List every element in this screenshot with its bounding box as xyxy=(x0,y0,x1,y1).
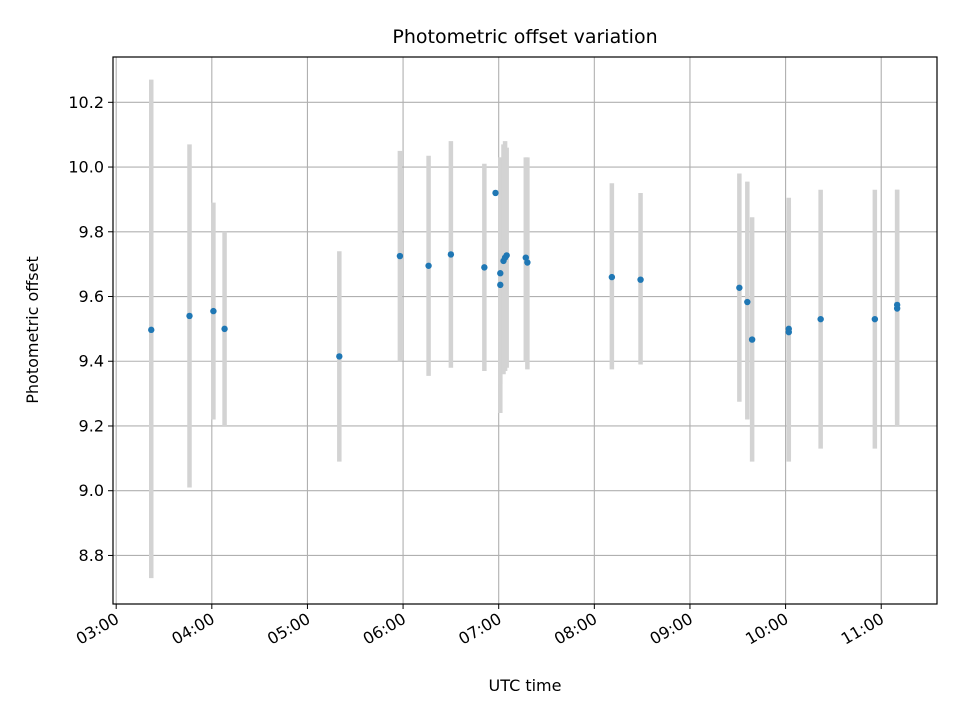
data-point xyxy=(497,270,504,277)
data-point xyxy=(637,276,644,283)
data-point xyxy=(221,325,228,333)
data-point xyxy=(608,273,616,281)
y-tick-label: 9.2 xyxy=(79,416,104,435)
y-tick-label: 10.0 xyxy=(68,158,104,177)
data-point xyxy=(396,252,404,260)
data-point xyxy=(748,336,756,343)
data-point xyxy=(186,312,193,320)
chart-title: Photometric offset variation xyxy=(392,26,657,48)
data-point xyxy=(744,298,751,306)
data-point xyxy=(893,301,901,309)
y-axis-ticks: 8.8 9.0 9.2 9.4 9.6 9.8 10.0 10.2 xyxy=(68,93,113,565)
y-tick-label: 9.8 xyxy=(79,222,104,241)
data-points xyxy=(148,189,901,360)
data-point xyxy=(425,262,432,269)
data-point xyxy=(148,326,155,334)
data-point xyxy=(336,353,343,360)
x-axis-label: UTC time xyxy=(489,676,562,695)
data-point xyxy=(785,328,792,336)
data-point xyxy=(447,251,455,258)
y-axis-label: Photometric offset xyxy=(23,256,42,404)
data-point xyxy=(492,189,499,197)
y-tick-label: 9.6 xyxy=(79,287,104,306)
data-point xyxy=(817,315,824,323)
y-tick-label: 9.0 xyxy=(79,481,104,500)
data-point xyxy=(503,252,510,259)
plot-frame xyxy=(112,56,938,605)
y-tick-label: 8.8 xyxy=(79,546,104,565)
data-point xyxy=(481,264,488,271)
data-point xyxy=(497,281,504,289)
data-point xyxy=(524,259,531,266)
data-point xyxy=(871,315,879,323)
data-point xyxy=(210,307,217,315)
data-point xyxy=(522,254,529,261)
data-point xyxy=(736,284,743,291)
y-tick-label: 10.2 xyxy=(68,93,104,112)
y-tick-label: 9.4 xyxy=(79,352,104,371)
